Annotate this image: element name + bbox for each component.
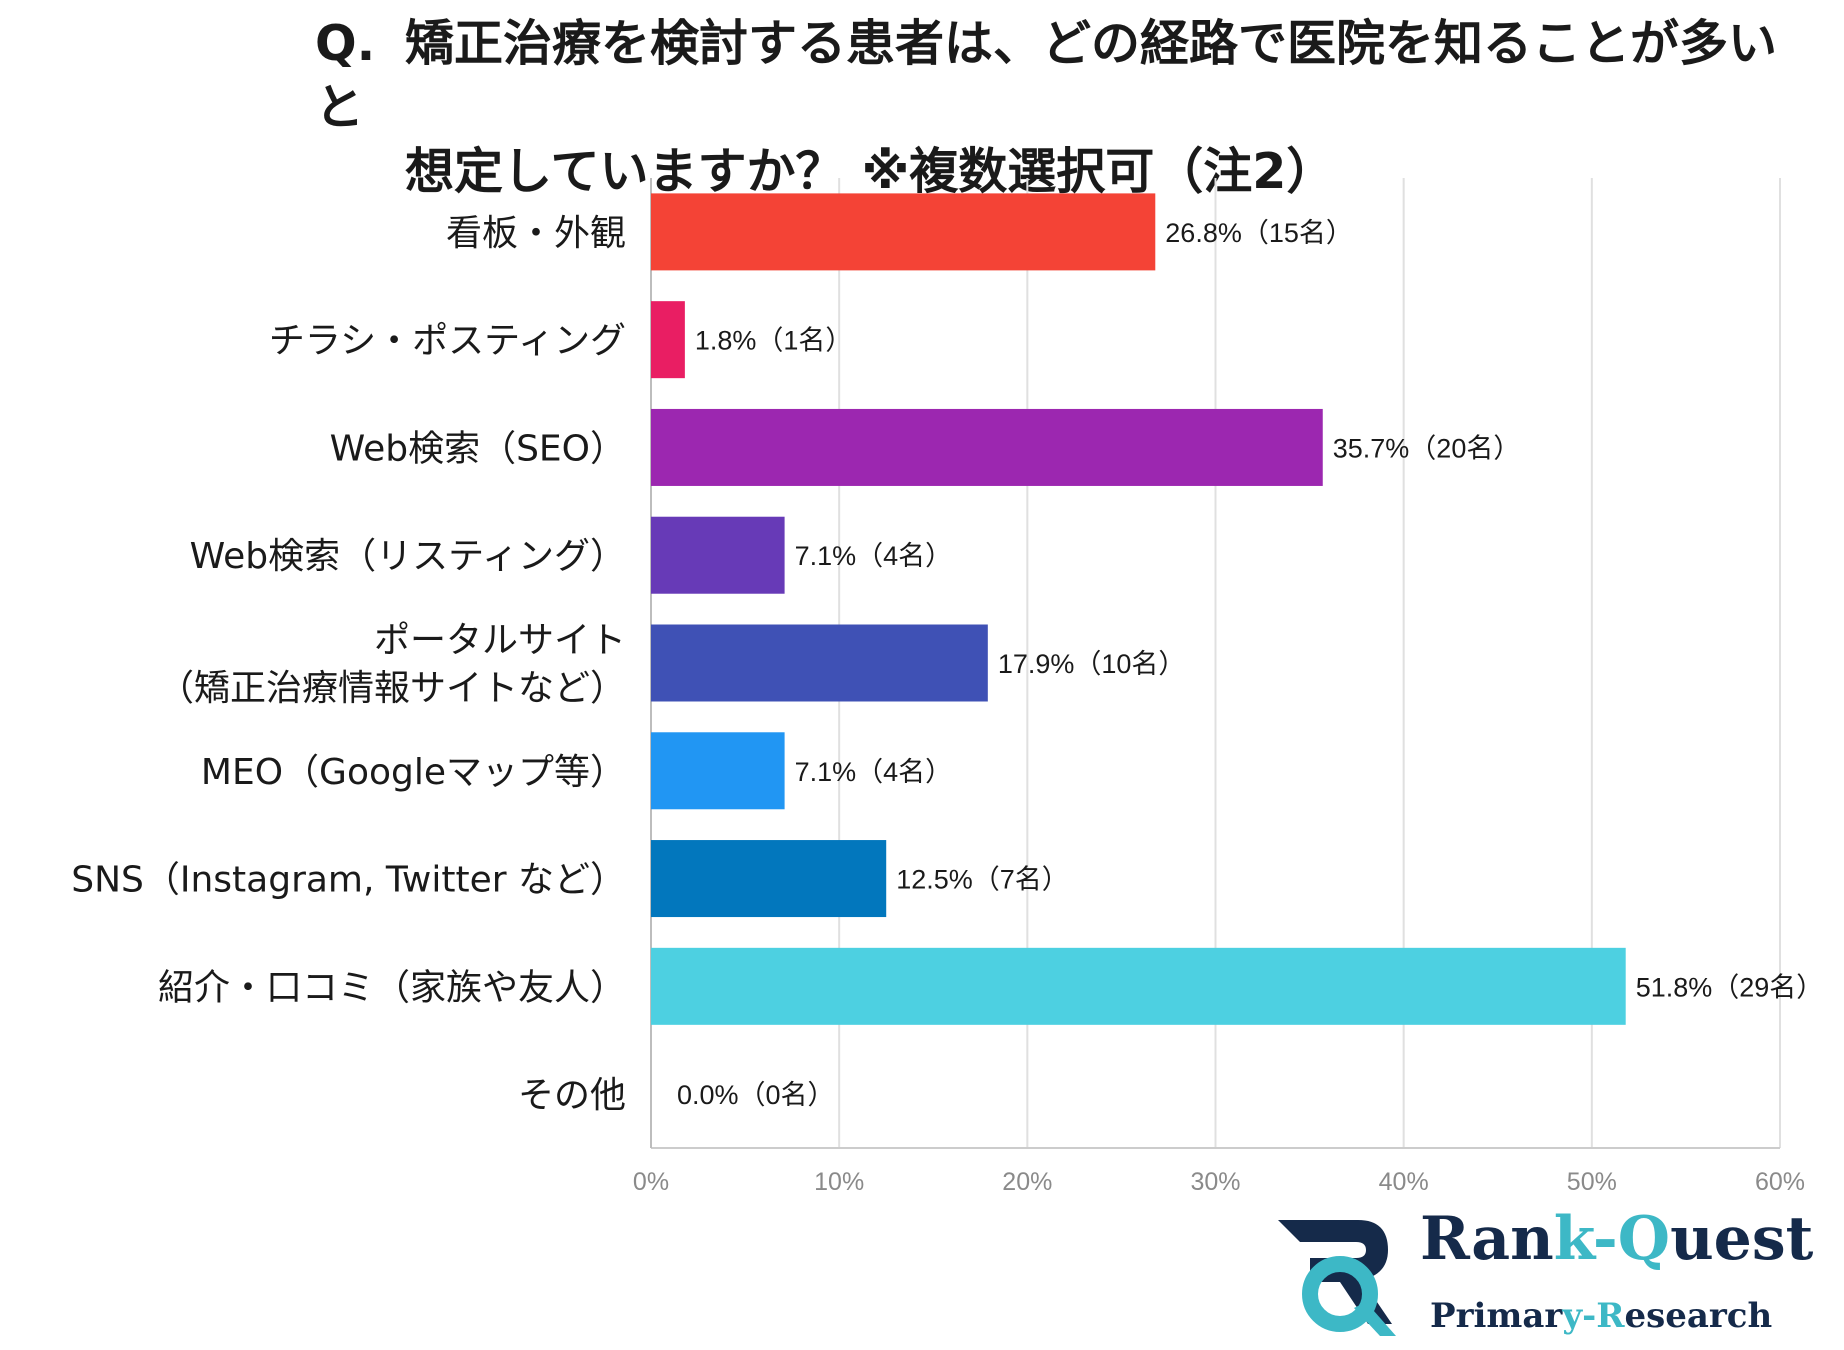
bar xyxy=(651,732,785,810)
data-label: 17.9%（10名） xyxy=(998,649,1186,679)
logo-wordmark: Rank-Quest xyxy=(1420,1204,1814,1274)
category-label: Web検索（SEO） xyxy=(330,428,626,469)
x-tick-label: 20% xyxy=(1002,1168,1052,1196)
x-tick-label: 0% xyxy=(633,1168,669,1196)
title-line-1: 矯正治療を検討する患者は、どの経路で医院を知ることが多いと xyxy=(315,15,1778,136)
bar xyxy=(651,947,1626,1025)
data-label: 12.5%（7名） xyxy=(896,865,1069,895)
rq-logo-mark-icon xyxy=(1278,1220,1396,1336)
category-label: ポータルサイト xyxy=(374,620,626,661)
rank-quest-logo: Rank-Quest Primary-Research xyxy=(1270,1204,1813,1342)
title-line-2: 想定していますか？ ※複数選択可（注2） xyxy=(405,143,1336,200)
data-label: 35.7%（20名） xyxy=(1333,433,1521,463)
category-label: 紹介・口コミ（家族や友人） xyxy=(158,967,626,1008)
logo-subtitle: Primary-Research xyxy=(1430,1296,1773,1336)
chart-title: Q. 矯正治療を検討する患者は、どの経路で医院を知ることが多いと 想定していますか… xyxy=(315,12,1815,204)
category-label: SNS（Instagram, Twitter など） xyxy=(71,860,626,901)
category-label: （矯正治療情報サイトなど） xyxy=(158,668,626,709)
data-label: 7.1%（4名） xyxy=(795,757,953,787)
data-label: 7.1%（4名） xyxy=(795,541,953,571)
category-label: チラシ・ポスティング xyxy=(269,321,626,362)
category-label: Web検索（リスティング） xyxy=(190,536,626,577)
data-labels: 26.8%（15名） 1.8%（1名） 35.7%（20名） 7.1%（4名） 17.9… xyxy=(677,218,1823,1110)
x-tick-label: 50% xyxy=(1567,1168,1617,1196)
data-label: 26.8%（15名） xyxy=(1165,218,1353,248)
x-tick-label: 10% xyxy=(814,1168,864,1196)
bar xyxy=(651,193,1156,271)
bar xyxy=(651,840,887,918)
x-tick-label: 60% xyxy=(1755,1168,1805,1196)
data-label: 1.8%（1名） xyxy=(695,326,853,356)
x-tick-label: 40% xyxy=(1379,1168,1429,1196)
bar xyxy=(651,408,1323,486)
category-label: 看板・外観 xyxy=(446,213,626,254)
question-prefix: Q. xyxy=(315,15,376,72)
bar xyxy=(651,516,785,594)
data-label: 0.0%（0名） xyxy=(677,1080,835,1110)
category-label: その他 xyxy=(518,1075,626,1116)
x-tick-label: 30% xyxy=(1190,1168,1240,1196)
bars xyxy=(651,193,1626,1025)
category-label: MEO（Googleマップ等） xyxy=(201,752,626,793)
x-axis-tick-labels: 0% 10% 20% 30% 40% 50% 60% xyxy=(633,1168,1805,1196)
bar xyxy=(651,301,685,379)
data-label: 51.8%（29名） xyxy=(1636,972,1824,1002)
bar xyxy=(651,624,988,702)
